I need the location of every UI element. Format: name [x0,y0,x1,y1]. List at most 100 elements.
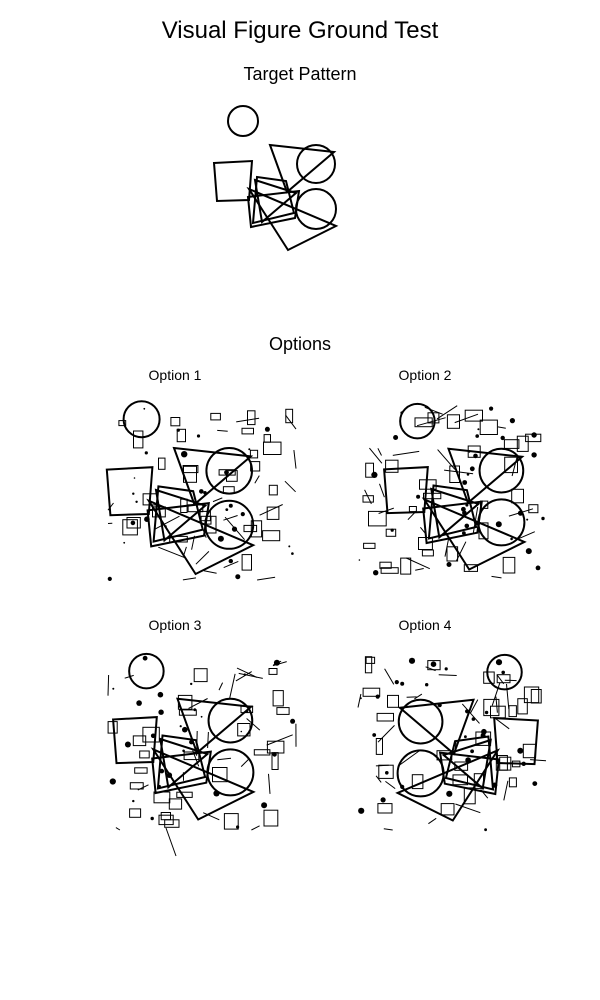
clutter-dot [291,552,294,555]
clutter-line [415,568,424,571]
clutter-rect [508,777,517,788]
clutter-rect [263,809,279,827]
clutter-rect [262,530,281,542]
clutter-line [266,734,293,746]
clutter-rect [132,735,147,747]
clutter-line [272,660,282,666]
clutter-dot [150,816,154,821]
clutter-line [202,812,220,821]
figure-triangle [397,698,475,756]
clutter-dot [144,451,148,455]
clutter-rect [483,698,500,717]
clutter-dot [517,747,524,754]
clutter-line [236,417,260,423]
clutter-line [416,417,446,427]
clutter-dot [380,797,386,803]
option-2-label: Option 2 [398,367,452,383]
clutter-rect [508,705,517,718]
target-pattern-figure [212,105,339,252]
clutter-dot [132,799,135,803]
clutter-dot [477,428,480,431]
clutter-dot [464,523,470,529]
figure-triangle [421,497,527,571]
clutter-line [217,429,228,432]
clutter-rect [504,456,519,474]
clutter-dot [541,516,545,521]
clutter-dot [231,526,238,532]
clutter-rect [483,671,495,684]
clutter-dot [462,480,468,485]
clutter-dot [248,448,251,451]
clutter-line [503,780,509,801]
clutter-line [364,489,372,505]
clutter-rect [463,564,478,572]
figure-circle [205,447,253,495]
clutter-line [158,546,185,559]
clutter-dot [510,537,513,541]
figure-triangle [172,446,254,507]
target-triangle [246,186,339,252]
clutter-dot [136,700,142,706]
clutter-dot [430,661,437,667]
clutter-dot [375,694,380,699]
option-4-figure[interactable] [350,645,550,845]
clutter-line [383,828,393,831]
figure-triangle [159,737,210,790]
clutter-line [414,693,423,700]
clutter-line [491,682,501,706]
clutter-dot [525,548,532,555]
option-1-label: Option 1 [148,367,202,383]
clutter-dot [473,453,478,459]
figure-square [105,466,154,517]
clutter-rect [272,690,284,707]
clutter-line [223,560,239,569]
target-triangle [268,143,337,194]
clutter-dot [179,725,182,728]
clutter-dot [466,473,470,476]
option-1-figure[interactable] [100,395,300,595]
clutter-dot [158,709,164,715]
clutter-rect [129,808,142,818]
figure-circle [122,400,161,439]
clutter-dot [531,452,537,458]
option-2-figure[interactable] [350,395,550,595]
clutter-line [235,671,252,682]
option-3-figure[interactable] [100,645,300,865]
clutter-line [517,531,535,540]
clutter-dot [531,432,537,438]
clutter-rect [249,449,259,459]
figure-circle [486,653,523,691]
figure-square [112,716,158,765]
figure-square [152,485,205,543]
clutter-rect [176,428,186,443]
clutter-rect [170,417,181,427]
clutter-rect [517,698,528,715]
clutter-dot [526,518,529,521]
clutter-line [437,449,456,470]
clutter-line [285,414,297,430]
clutter-dot [372,733,377,737]
target-square [246,189,301,229]
clutter-dot [489,406,494,411]
clutter-rect [164,819,180,828]
clutter-line [379,483,385,498]
clutter-line [238,672,263,679]
clutter-dot [469,466,475,472]
clutter-line [530,759,547,762]
clutter-line [188,698,208,709]
clutter-rect [385,459,399,473]
target-triangle [253,178,299,224]
clutter-rect [479,419,498,436]
clutter-dot [509,418,515,424]
clutter-rect [126,517,141,529]
clutter-line [182,577,197,581]
clutter-rect [365,656,376,664]
clutter-rect [247,410,256,426]
target-pattern-heading: Target Pattern [243,64,357,84]
clutter-line [369,447,383,464]
clutter-dot [261,802,268,809]
figure-square [422,500,483,545]
clutter-line [218,682,224,691]
clutter-line [425,666,436,672]
clutter-rect [266,506,280,520]
